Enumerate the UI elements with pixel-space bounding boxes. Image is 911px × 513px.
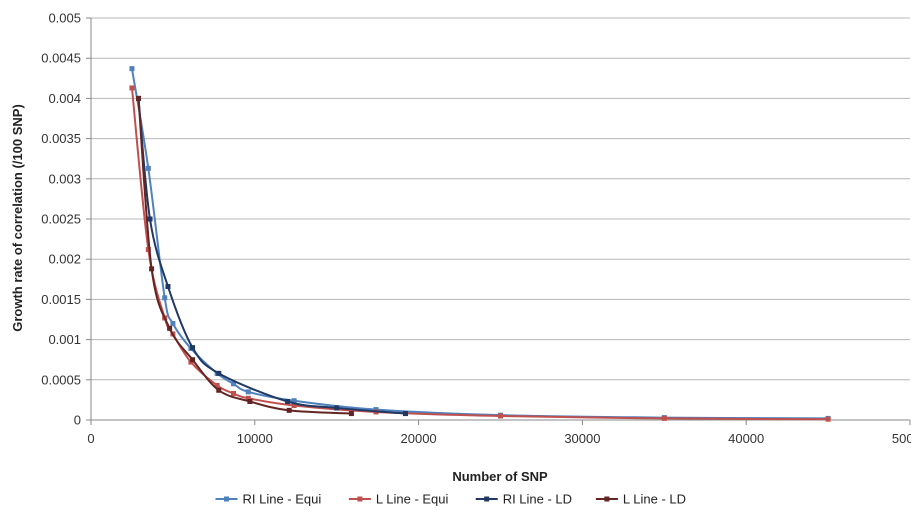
data-point bbox=[285, 399, 291, 405]
legend-swatch-marker bbox=[357, 496, 363, 502]
data-point bbox=[245, 395, 251, 401]
data-point bbox=[231, 390, 237, 396]
legend-swatch-marker bbox=[224, 496, 229, 502]
data-point bbox=[402, 411, 408, 417]
data-point bbox=[165, 284, 171, 290]
gridlines bbox=[91, 17, 910, 381]
y-tick-label: 0.0015 bbox=[41, 292, 81, 307]
legend-item-l-line-equi: L Line - Equi bbox=[348, 492, 449, 507]
data-point bbox=[190, 357, 196, 363]
data-point bbox=[247, 399, 253, 405]
y-tick-label: 0.0045 bbox=[41, 51, 81, 66]
axes bbox=[86, 17, 911, 425]
y-tick-labels: 0 0.0005 0.001 0.0015 0.002 0.0025 0.003 0.0035… bbox=[41, 11, 81, 428]
legend-label: RI Line - Equi bbox=[243, 492, 322, 507]
x-tick-label: 40000 bbox=[728, 431, 764, 446]
legend-item-ri-line-equi: RI Line - Equi bbox=[215, 492, 322, 507]
data-point bbox=[498, 413, 503, 419]
data-point bbox=[162, 295, 168, 301]
y-tick-label: 0.001 bbox=[48, 332, 81, 347]
data-point bbox=[286, 407, 292, 413]
data-point bbox=[231, 381, 237, 387]
data-point bbox=[661, 415, 667, 421]
data-point bbox=[136, 95, 142, 101]
series-line bbox=[137, 98, 352, 415]
y-tick-label: 0.0025 bbox=[41, 212, 81, 227]
y-tick-label: 0.002 bbox=[48, 252, 81, 267]
data-point bbox=[245, 389, 251, 395]
x-tick-label: 30000 bbox=[564, 431, 600, 446]
data-point bbox=[167, 325, 173, 331]
data-point bbox=[216, 370, 222, 376]
data-point bbox=[825, 416, 831, 422]
data-point bbox=[147, 216, 153, 222]
data-point bbox=[149, 266, 155, 272]
y-tick-label: 0.003 bbox=[48, 171, 81, 186]
y-axis-title: Growth rate of correlation (/100 SNP) bbox=[10, 104, 25, 332]
data-point bbox=[348, 411, 354, 417]
x-tick-label: 10000 bbox=[237, 431, 273, 446]
legend-label: L Line - LD bbox=[623, 492, 686, 507]
x-axis-title: Number of SNP bbox=[452, 469, 548, 484]
series-l-line-ld bbox=[136, 95, 354, 417]
data-point bbox=[145, 247, 151, 253]
data-point bbox=[129, 85, 135, 91]
legend-swatch-marker bbox=[484, 496, 490, 502]
y-tick-label: 0.0035 bbox=[41, 131, 81, 146]
legend-item-ri-line-ld: RI Line - LD bbox=[475, 492, 572, 507]
data-point bbox=[334, 405, 340, 411]
legend-swatch-marker bbox=[604, 496, 610, 502]
x-tick-label: 20000 bbox=[401, 431, 437, 446]
y-tick-label: 0.0005 bbox=[41, 372, 81, 387]
legend-label: RI Line - LD bbox=[503, 492, 572, 507]
plot-area bbox=[129, 66, 831, 422]
data-point bbox=[216, 387, 222, 393]
legend-label: L Line - Equi bbox=[376, 492, 449, 507]
data-point bbox=[170, 321, 176, 327]
data-point bbox=[291, 398, 297, 404]
x-tick-label: 50000 bbox=[892, 431, 911, 446]
y-tick-label: 0.004 bbox=[48, 91, 81, 106]
data-point bbox=[214, 382, 220, 388]
y-tick-label: 0.005 bbox=[48, 11, 81, 26]
data-point bbox=[291, 403, 297, 409]
data-point bbox=[190, 345, 196, 351]
data-point bbox=[129, 66, 135, 72]
y-tick-label: 0 bbox=[74, 413, 81, 428]
data-point bbox=[145, 165, 151, 171]
legend: RI Line - Equi L Line - Equi RI Line - LD L… bbox=[215, 492, 686, 507]
x-tick-label: 0 bbox=[87, 431, 94, 446]
x-tick-labels: 0 10000 20000 30000 40000 50000 bbox=[87, 431, 911, 446]
legend-item-l-line-ld: L Line - LD bbox=[595, 492, 686, 507]
